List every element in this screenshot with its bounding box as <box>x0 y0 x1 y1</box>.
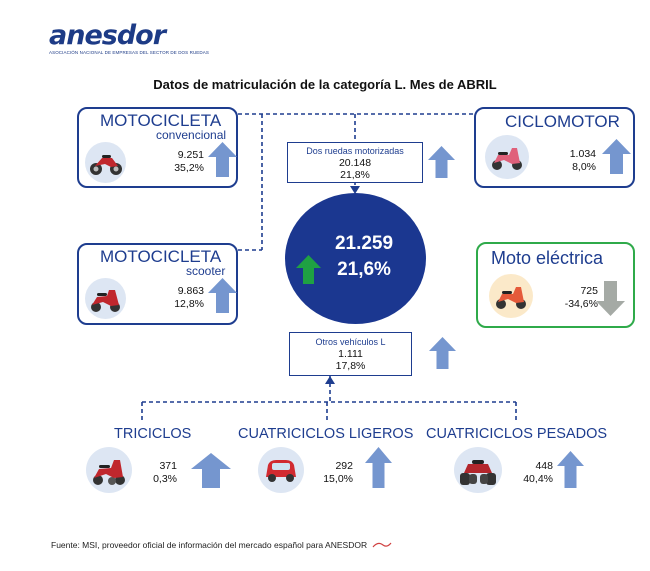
cuatri-pesados-value: 448 <box>535 460 553 472</box>
total-circle: 21.259 21,6% <box>285 193 426 324</box>
trend-up-arrow-icon <box>429 337 456 369</box>
triciclos-value: 371 <box>159 460 177 472</box>
ciclomotor-card: CICLOMOTOR 1.034 8,0% <box>474 107 635 188</box>
footer-source: Fuente: MSI, proveedor oficial de inform… <box>51 540 368 550</box>
cuatriciclos-ligeros-title: CUATRICICLOS LIGEROS <box>238 426 414 442</box>
trend-up-arrow-icon <box>602 139 631 174</box>
trike-icon <box>86 447 132 493</box>
trend-down-arrow-icon <box>596 281 625 316</box>
dos-ruedas-box: Dos ruedas motorizadas 20.148 21,8% <box>287 142 423 183</box>
msi-logo-icon <box>372 542 392 548</box>
box-value: 20.148 <box>338 157 372 169</box>
box-value: 1.111 <box>338 348 363 360</box>
triciclos-percent: 0,3% <box>153 473 177 485</box>
card-value: 1.034 <box>569 148 596 160</box>
logo-subtitle: ASOCIACIÓN NACIONAL DE EMPRESAS DEL SECT… <box>49 50 209 55</box>
moto-electrica-card: Moto eléctrica 725 -34,6% <box>476 242 635 328</box>
box-percent: 21,8% <box>340 169 370 181</box>
total-percent: 21,6% <box>337 259 391 280</box>
trend-up-green-arrow-icon <box>296 255 321 284</box>
electric-moped-icon <box>489 274 533 318</box>
trend-up-arrow-icon <box>557 451 584 488</box>
card-title: MOTOCICLETA <box>100 111 222 130</box>
card-percent: 8,0% <box>572 161 596 173</box>
cuatriciclos-pesados-title: CUATRICICLOS PESADOS <box>426 426 608 442</box>
card-percent: -34,6% <box>564 298 598 310</box>
trend-up-arrow-icon <box>365 447 392 488</box>
page-title: Datos de matriculación de la categoría L… <box>153 77 497 92</box>
trend-up-arrow-icon <box>208 142 237 177</box>
card-value: 725 <box>580 285 598 297</box>
card-value: 9.863 <box>177 285 204 297</box>
trend-up-arrow-icon <box>191 453 231 488</box>
logo-wordmark: anesdor <box>49 20 166 51</box>
motocicleta-convencional-card: MOTOCICLETA convencional 9.251 35,2% <box>77 107 238 188</box>
anesdor-logo: anesdor ASOCIACIÓN NACIONAL DE EMPRESAS … <box>49 20 209 56</box>
triciclos-title: TRICICLOS <box>114 426 192 442</box>
card-title: CICLOMOTOR <box>505 112 620 131</box>
otros-arrowhead <box>325 376 335 384</box>
microcar-icon <box>258 447 304 493</box>
scooter-icon <box>85 278 126 319</box>
otros-vehiculos-box: Otros vehículos L 1.111 17,8% <box>289 332 412 376</box>
box-label: Otros vehículos L <box>315 337 386 347</box>
motorcycle-icon <box>85 142 126 183</box>
trend-up-arrow-icon <box>428 146 455 178</box>
card-percent: 35,2% <box>174 162 204 174</box>
trend-up-arrow-icon <box>208 278 237 313</box>
cuatri-ligeros-value: 292 <box>335 460 353 472</box>
total-value: 21.259 <box>334 233 394 254</box>
moped-icon <box>485 135 529 179</box>
quad-icon <box>454 447 502 493</box>
motocicleta-scooter-card: MOTOCICLETA scooter 9.863 12,8% <box>77 243 238 325</box>
card-subtitle: convencional <box>156 128 227 142</box>
cuatri-ligeros-percent: 15,0% <box>323 473 353 485</box>
card-percent: 12,8% <box>174 298 204 310</box>
card-value: 9.251 <box>177 149 204 161</box>
card-subtitle: scooter <box>186 264 226 278</box>
box-percent: 17,8% <box>335 360 366 372</box>
cuatri-pesados-percent: 40,4% <box>523 473 553 485</box>
box-label: Dos ruedas motorizadas <box>306 146 404 156</box>
card-title: MOTOCICLETA <box>100 247 222 266</box>
card-title: Moto eléctrica <box>491 248 604 268</box>
